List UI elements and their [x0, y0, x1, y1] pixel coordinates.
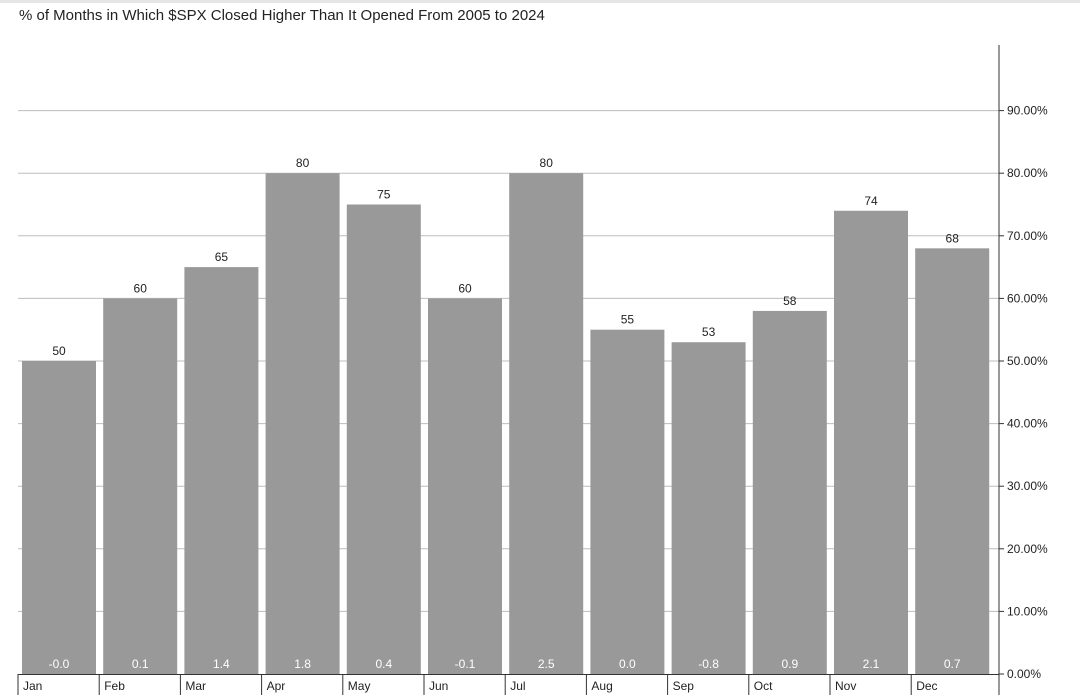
bar-value-label: 80: [540, 156, 554, 170]
labels: 0.00% 10.00% 20.00% 30.00% 40.00% 50.00% 60.00…: [23, 104, 1048, 693]
bar-bottom-label: 0.0: [619, 657, 636, 671]
y-tick-label: 20.00%: [1007, 542, 1048, 556]
bar-value-label: 50: [52, 344, 66, 358]
grid-lines: [18, 110, 999, 612]
y-tick-label: 50.00%: [1007, 354, 1048, 368]
bar-dec: [915, 248, 990, 674]
bar-bottom-label: -0.1: [455, 657, 476, 671]
y-tick-label: 60.00%: [1007, 291, 1048, 305]
bar-value-label: 74: [864, 194, 878, 208]
y-tick-label: 70.00%: [1007, 229, 1048, 243]
bar-value-label: 55: [621, 313, 635, 327]
bar-value-label: 65: [215, 250, 229, 264]
bar-bottom-label: 0.4: [375, 657, 392, 671]
x-tick-label: Feb: [104, 679, 125, 693]
bar-bottom-label: 0.7: [944, 657, 961, 671]
bar-value-label: 75: [377, 188, 391, 202]
x-tick-label: Jun: [429, 679, 448, 693]
bar-bottom-label: 0.1: [132, 657, 149, 671]
axes: [17, 45, 1004, 695]
bar-jun: [428, 298, 502, 674]
bar-feb: [103, 298, 178, 674]
y-tick-label: 0.00%: [1007, 667, 1041, 681]
x-tick-label: May: [348, 679, 371, 693]
bar-bottom-label: 2.5: [538, 657, 555, 671]
bar-oct: [752, 310, 827, 674]
bar-value-label: 60: [458, 281, 472, 295]
bar-bottom-label: -0.0: [49, 657, 70, 671]
x-tick-label: Mar: [185, 679, 206, 693]
x-tick-label: Apr: [267, 679, 286, 693]
bar-value-label: 68: [946, 231, 960, 245]
x-tick-label: Aug: [591, 679, 612, 693]
bar-bottom-label: 1.4: [213, 657, 230, 671]
y-tick-label: 30.00%: [1007, 479, 1048, 493]
bar-value-label: 60: [134, 281, 148, 295]
y-tick-label: 80.00%: [1007, 166, 1048, 180]
bar-value-label: 58: [783, 294, 797, 308]
bar-bottom-label: -0.8: [698, 657, 719, 671]
bar-value-label: 53: [702, 325, 716, 339]
bar-may: [346, 204, 421, 674]
bar-apr: [265, 173, 340, 674]
bar-jan: [22, 361, 96, 674]
top-border: [0, 0, 1080, 3]
bar-nov: [834, 210, 908, 674]
bars: [22, 173, 990, 674]
bar-aug: [590, 329, 665, 674]
x-tick-label: Oct: [754, 679, 773, 693]
x-tick-label: Sep: [673, 679, 695, 693]
bar-value-label: 80: [296, 156, 310, 170]
x-tick-label: Nov: [835, 679, 856, 693]
y-tick-label: 10.00%: [1007, 604, 1048, 618]
x-tick-label: Dec: [916, 679, 937, 693]
y-tick-label: 90.00%: [1007, 104, 1048, 118]
bar-jul: [509, 173, 584, 674]
bar-mar: [184, 267, 259, 674]
bar-bottom-label: 2.1: [863, 657, 880, 671]
x-tick-label: Jan: [23, 679, 42, 693]
x-tick-label: Jul: [510, 679, 525, 693]
bar-bottom-label: 1.8: [294, 657, 311, 671]
bar-bottom-label: 0.9: [781, 657, 798, 671]
chart-title: % of Months in Which $SPX Closed Higher …: [19, 7, 545, 24]
bar-sep: [671, 342, 746, 674]
y-tick-label: 40.00%: [1007, 417, 1048, 431]
